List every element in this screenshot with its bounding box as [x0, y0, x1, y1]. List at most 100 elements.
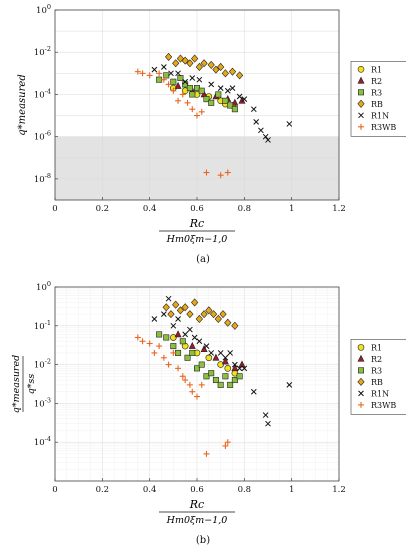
x-tick-label: 0.2	[96, 204, 110, 214]
data-point-r1n	[229, 85, 236, 91]
data-point-r3	[170, 343, 177, 350]
data-point-r3wb	[203, 450, 210, 457]
data-point-r3wb	[160, 354, 167, 361]
data-point-rb	[212, 65, 220, 74]
data-point-r3	[217, 381, 224, 388]
y-tick-label: 10-3	[34, 396, 51, 409]
data-point-rb	[164, 52, 173, 61]
series-rb	[164, 52, 244, 80]
data-point-r1n	[262, 412, 269, 418]
legend-label-r1n: R1N	[371, 389, 389, 398]
data-point-r1n	[187, 326, 193, 333]
data-point-r1n	[286, 121, 293, 127]
x-axis-label: Rc Hm0ξm−1,0	[159, 217, 235, 245]
legend-label-r2: R2	[371, 77, 382, 86]
data-point-r3wb	[194, 112, 200, 119]
x-tick-label: 1	[289, 204, 294, 214]
data-point-r1n	[196, 76, 203, 83]
data-point-r2	[231, 98, 239, 106]
data-point-rb	[219, 310, 227, 319]
x-tick-label: 0.4	[143, 485, 157, 495]
data-point-r1n	[165, 295, 172, 302]
data-point-r3	[198, 361, 205, 368]
data-point-rb	[191, 298, 199, 307]
panel-b: 0 0.2 0.4 0.6 0.8 1 1.2 100 10-1 10-2 10-3 10-4 Rc Hm…	[11, 280, 406, 526]
legend-marker-r2	[357, 354, 365, 362]
legend-label-r3: R3	[371, 88, 382, 97]
data-point-rb	[207, 60, 215, 69]
data-point-r3wb	[198, 108, 205, 115]
data-point-r1n	[203, 343, 210, 349]
x-tick-label: 1.2	[332, 204, 346, 214]
legend-marker-r2	[357, 76, 365, 84]
data-point-r3wb	[224, 169, 231, 176]
data-point-r1n	[151, 316, 158, 322]
legend-marker-r1n	[358, 390, 364, 397]
data-point-rb	[176, 306, 185, 315]
data-point-r3	[163, 334, 170, 341]
data-point-r3	[222, 97, 229, 104]
data-point-r3wb	[198, 381, 205, 388]
legend-label-rb: RB	[371, 100, 383, 109]
legend-marker-r3wb	[358, 401, 364, 408]
x-axis-label: Rc Hm0ξm−1,0	[159, 498, 235, 526]
data-point-rb	[172, 59, 180, 68]
series-r1n	[151, 64, 293, 143]
data-point-rb	[235, 71, 244, 80]
data-point-r3wb	[179, 373, 186, 380]
data-point-rb	[172, 300, 180, 309]
x-axis-label-denominator: Hm0ξm−1,0	[166, 234, 228, 245]
legend-label-r3: R3	[371, 366, 382, 375]
data-point-r3wb	[186, 381, 193, 388]
data-point-r3	[179, 338, 186, 345]
caption-b: (b)	[196, 535, 210, 546]
legend-marker-r3wb	[358, 123, 364, 130]
y-tick-label: 10-4	[34, 435, 51, 448]
y-axis-label: q*measured q*ss	[11, 355, 37, 413]
series-r3	[156, 331, 243, 388]
data-point-rb	[181, 303, 189, 312]
data-point-r1n	[241, 365, 248, 372]
data-point-r3	[212, 377, 219, 384]
data-point-rb	[162, 303, 170, 312]
data-point-r3	[189, 349, 196, 356]
data-point-r3	[227, 102, 234, 109]
data-point-r1n	[224, 87, 231, 94]
data-point-r3	[208, 99, 215, 106]
y-axis-label: q*measured	[17, 74, 28, 135]
data-point-rb	[186, 59, 194, 68]
data-point-r3wb	[134, 68, 141, 75]
data-point-r2	[174, 81, 182, 89]
data-point-r3	[194, 365, 201, 372]
data-point-r3wb	[146, 72, 153, 79]
y-tick-label: 10-4	[34, 87, 51, 100]
data-point-r1n	[250, 106, 257, 113]
data-point-r3	[184, 354, 191, 361]
x-tick-label: 0.8	[238, 204, 252, 214]
legend: R1 R2 R3 RB R1N R3WB	[350, 339, 406, 415]
data-point-r3	[236, 373, 243, 380]
legend-marker-r3	[357, 367, 364, 374]
grid	[54, 286, 340, 482]
data-point-r3wb	[222, 442, 229, 449]
data-point-r2	[212, 353, 220, 361]
data-point-r3wb	[139, 70, 146, 77]
data-point-rb	[217, 62, 225, 72]
data-point-r1n	[182, 331, 189, 338]
data-point-r3wb	[184, 99, 191, 106]
data-point-rb	[181, 56, 189, 65]
data-point-rb	[231, 321, 239, 330]
data-point-rb	[224, 318, 232, 327]
data-point-r1n	[208, 81, 215, 88]
data-point-r3wb	[182, 377, 189, 384]
legend-label-r3wb: R3WB	[371, 401, 396, 410]
caption-a: (a)	[196, 254, 210, 265]
data-point-r3wb	[189, 388, 196, 395]
data-point-r1n	[208, 350, 215, 356]
data-point-r1n	[182, 78, 189, 85]
data-point-r3	[208, 370, 215, 377]
data-point-r3wb	[217, 172, 224, 179]
data-point-rb	[200, 310, 208, 319]
data-point-r1n	[236, 365, 243, 372]
data-point-r3wb	[156, 343, 163, 350]
